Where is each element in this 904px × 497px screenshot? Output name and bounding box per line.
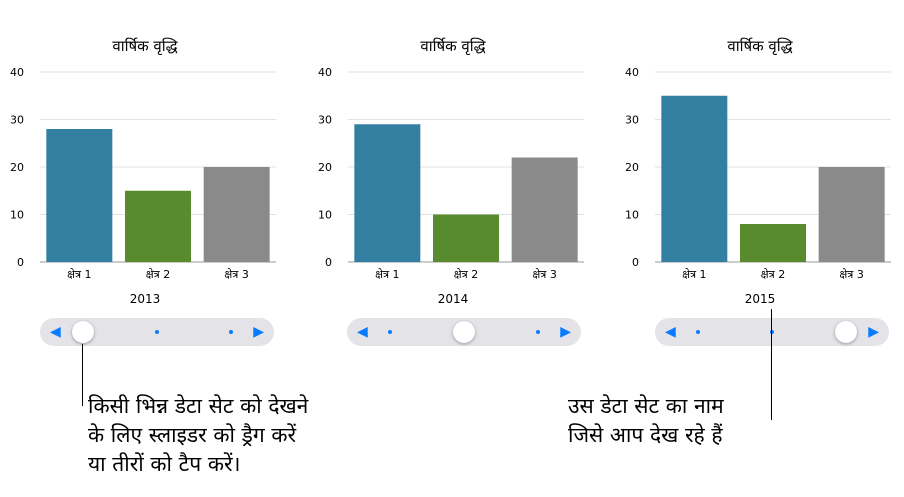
previous-arrow-icon[interactable]: ◀ (665, 324, 676, 340)
data-set-dot[interactable] (388, 330, 392, 334)
x-tick-label: क्षेत्र 2 (761, 268, 785, 281)
y-tick-label: 30 (318, 114, 332, 127)
slider-knob[interactable] (72, 321, 94, 343)
x-tick-label: क्षेत्र 1 (375, 268, 399, 281)
bar (46, 129, 113, 262)
data-set-dot[interactable] (696, 330, 700, 334)
bar (354, 124, 421, 262)
previous-arrow-icon[interactable]: ◀ (357, 324, 368, 340)
slider-callout: किसी भिन्न डेटा सेट को देखने के लिए स्ला… (88, 394, 309, 476)
bar (740, 224, 806, 262)
data-set-slider[interactable]: ◀ ▶ (655, 318, 889, 346)
x-tick-label: क्षेत्र 1 (67, 268, 91, 281)
data-set-dot[interactable] (155, 330, 159, 334)
slider-knob[interactable] (453, 321, 475, 343)
y-tick-label: 40 (10, 66, 24, 79)
bar (203, 167, 270, 262)
bar (125, 190, 191, 262)
y-tick-label: 0 (632, 256, 639, 269)
chart-title: वार्षिक वृद्धि (112, 37, 178, 55)
data-set-name: 2013 (129, 292, 161, 306)
bar-chart: 0 10 20 30 40 क्षेत्र 1 क्षेत्र 2 क्षेत्र 3 (625, 66, 891, 281)
bar-chart: 0 10 20 30 40 क्षेत्र 1 क्षेत्र 2 क्षेत्र 3 (318, 66, 584, 281)
data-set-dot[interactable] (770, 330, 774, 334)
next-arrow-icon[interactable]: ▶ (868, 324, 879, 340)
y-tick-label: 40 (318, 66, 332, 79)
bar (511, 157, 578, 262)
x-tick-label: क्षेत्र 2 (454, 268, 478, 281)
bar (661, 95, 728, 262)
x-tick-label: क्षेत्र 3 (839, 268, 863, 281)
set-name-callout-line (771, 309, 772, 420)
bar (433, 214, 499, 262)
y-tick-label: 30 (10, 114, 24, 127)
set-name-callout: उस डेटा सेट का नाम जिसे आप देख रहे हैं (568, 394, 724, 447)
y-tick-label: 10 (625, 209, 639, 222)
slider-callout-line (82, 344, 83, 406)
data-set-slider[interactable]: ◀ ▶ (40, 318, 274, 346)
chart-panel-3: वार्षिक वृद्धि 0 10 20 30 40 क्षेत्र 1 क्षेत्र… (615, 0, 904, 360)
next-arrow-icon[interactable]: ▶ (253, 324, 264, 340)
data-set-slider[interactable]: ◀ ▶ (347, 318, 581, 346)
y-tick-label: 10 (10, 209, 24, 222)
y-tick-label: 10 (318, 209, 332, 222)
data-set-dot[interactable] (229, 330, 233, 334)
chart-panel-1: वार्षिक वृद्धि 0 10 20 30 40 क्षेत्र 1 क्षेत्र… (0, 0, 290, 360)
y-tick-label: 0 (17, 256, 24, 269)
y-tick-label: 20 (318, 161, 332, 174)
data-set-dot[interactable] (536, 330, 540, 334)
previous-arrow-icon[interactable]: ◀ (50, 324, 61, 340)
x-tick-label: क्षेत्र 1 (682, 268, 706, 281)
next-arrow-icon[interactable]: ▶ (560, 324, 571, 340)
chart-title: वार्षिक वृद्धि (727, 37, 793, 55)
y-tick-label: 30 (625, 114, 639, 127)
chart-panel-2: वार्षिक वृद्धि 0 10 20 30 40 क्षेत्र 1 क्षेत्र… (308, 0, 598, 360)
y-tick-label: 20 (625, 161, 639, 174)
x-tick-label: क्षेत्र 3 (532, 268, 556, 281)
bar-chart: 0 10 20 30 40 क्षेत्र 1 क्षेत्र 2 क्षेत्र 3 (10, 66, 276, 281)
y-tick-label: 20 (10, 161, 24, 174)
x-tick-label: क्षेत्र 2 (146, 268, 170, 281)
bar (818, 167, 885, 262)
slider-knob[interactable] (835, 321, 857, 343)
chart-title: वार्षिक वृद्धि (420, 37, 486, 55)
data-set-name: 2015 (744, 292, 776, 306)
x-tick-label: क्षेत्र 3 (224, 268, 248, 281)
y-tick-label: 40 (625, 66, 639, 79)
y-tick-label: 0 (325, 256, 332, 269)
data-set-name: 2014 (437, 292, 469, 306)
